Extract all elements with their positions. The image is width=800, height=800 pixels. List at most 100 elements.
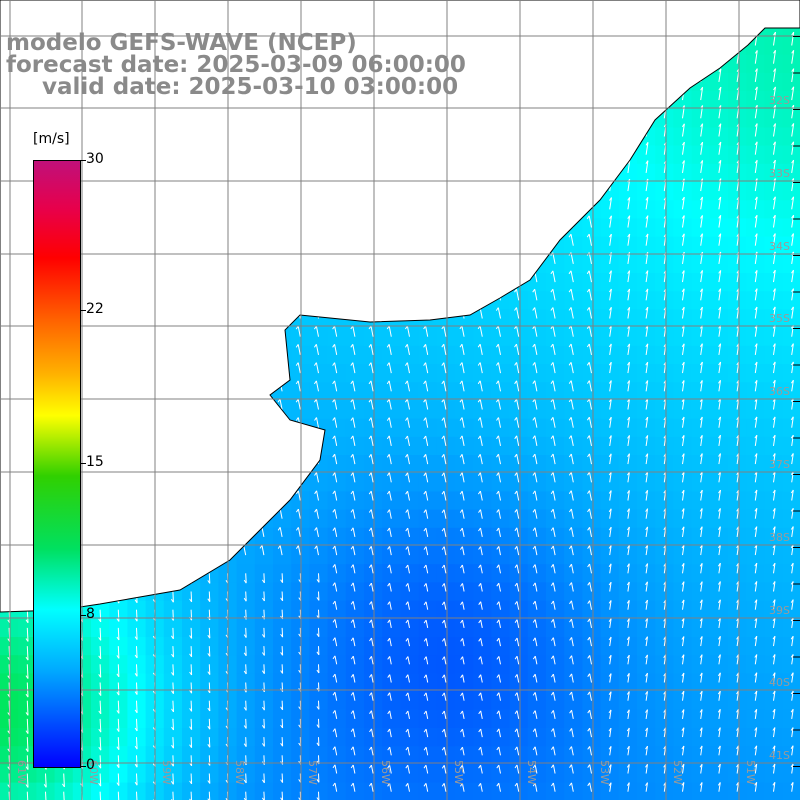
wind-arrow-head [261,597,265,602]
wind-arrow [589,764,592,774]
wind-cell [764,218,784,238]
wind-arrow [371,637,374,647]
wind-arrow-head [514,619,518,623]
wind-cell [400,436,420,456]
wind-cell [637,764,656,784]
wind-arrow [26,700,29,716]
wind-cell [473,400,492,420]
wind-cell [436,637,456,656]
wind-arrow [389,546,392,556]
wind-cell [691,746,711,765]
wind-arrow [334,746,338,756]
wind-arrow [316,417,319,428]
wind-cell [764,673,784,693]
wind-cell [637,709,656,729]
wind-arrow [425,546,429,556]
wind-arrow [552,509,556,519]
wind-cell [564,400,583,420]
wind-arrow [516,619,520,628]
wind-arrow-head [514,453,518,458]
wind-arrow [425,399,429,410]
wind-cell [709,491,729,511]
wind-cell [509,582,529,602]
wind-cell [527,327,547,347]
wind-cell [455,418,474,438]
wind-arrow-head [496,490,500,495]
wind-cell [746,473,765,492]
wind-cell [618,655,638,674]
wind-cell [345,600,365,620]
wind-cell [509,455,529,474]
wind-arrow [534,490,538,501]
wind-arrow-head [369,692,372,696]
wind-cell [600,527,620,547]
wind-cell [618,200,638,219]
wind-cell [709,618,729,638]
wind-arrow-head [514,674,518,678]
wind-cell [473,709,492,729]
wind-arrow-head [368,454,372,458]
wind-cell [655,618,674,638]
wind-arrow [352,490,356,501]
wind-arrow [281,664,284,674]
wind-cell [36,782,56,800]
wind-arrow [516,417,520,428]
wind-cell [691,655,711,674]
wind-arrow [389,509,392,519]
wind-cell [655,400,674,420]
wind-arrow [407,674,410,683]
wind-arrow [516,362,520,374]
wind-arrow-head [569,563,572,568]
wind-arrow [334,545,338,556]
wind-arrow [425,362,429,374]
wind-cell [655,564,674,583]
wind-cell [600,345,620,365]
wind-arrow [589,453,592,465]
wind-arrow [609,270,612,283]
wind-cell [382,691,401,711]
wind-arrow-head [171,726,174,731]
wind-cell [691,491,711,511]
wind-arrow-head [332,453,336,458]
wind-arrow [552,472,556,483]
wind-cell [709,345,729,365]
wind-arrow-head [98,710,102,715]
wind-arrow-head [441,765,445,769]
wind-arrow [627,160,631,173]
wind-arrow-head [532,435,536,439]
wind-cell [564,637,583,656]
wind-arrow [443,564,447,574]
wind-cell [436,455,456,474]
wind-arrow [172,646,174,658]
wind-arrow [516,674,520,683]
wind-cell [728,436,747,456]
wind-cell [728,655,747,674]
wind-cell [527,764,547,784]
wind-arrow [443,765,447,774]
wind-cell [655,527,674,547]
wind-arrow-head [568,490,572,494]
wind-arrow [461,399,465,410]
wind-cell [673,600,693,620]
wind-cell [473,436,492,456]
wind-arrow [26,627,29,642]
wind-cell [509,345,529,365]
wind-cell [655,309,674,329]
wind-cell [418,509,438,529]
wind-arrow [334,435,338,446]
wind-arrow [498,491,501,501]
wind-arrow-head [532,692,536,696]
wind-cell [782,509,800,529]
wind-arrow-head [608,416,612,421]
wind-cell [436,546,456,565]
wind-cell [327,546,347,565]
wind-cell [782,764,800,784]
wind-arrow [243,545,247,556]
wind-arrow-head [298,669,302,674]
wind-arrow [370,454,374,465]
wind-arrow [516,564,520,574]
wind-arrow-head [316,669,320,674]
wind-arrow [425,454,429,465]
wind-cell [618,527,638,547]
wind-arrow [534,564,538,574]
